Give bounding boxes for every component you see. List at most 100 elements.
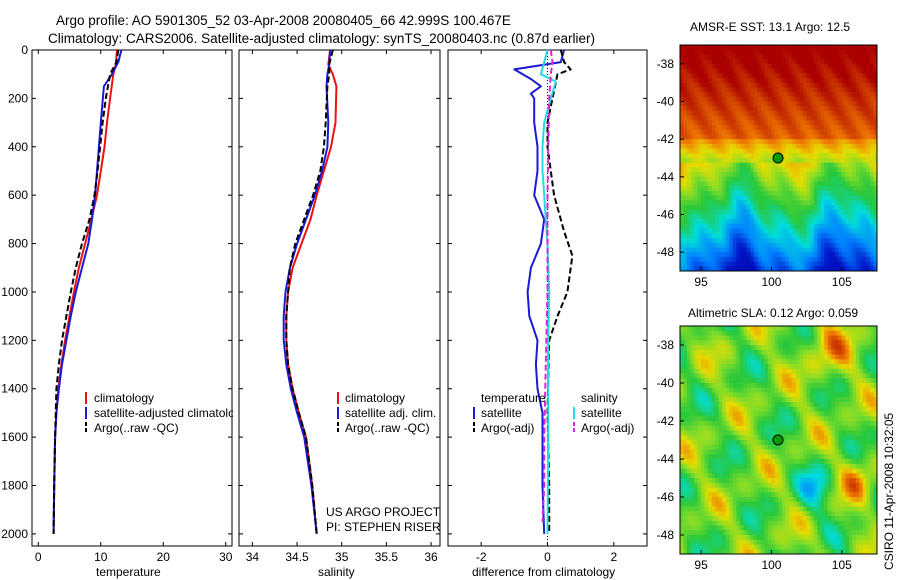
heatmap-cell [866, 63, 871, 70]
heatmap-cell [817, 425, 822, 432]
heatmap-cell [701, 200, 706, 206]
heatmap-cell [820, 387, 825, 394]
heatmap-cell [789, 383, 794, 389]
heatmap-cell [739, 487, 744, 493]
heatmap-cell [767, 54, 772, 60]
heatmap-cell [803, 349, 808, 356]
heatmap-cell [694, 134, 699, 140]
heatmap-cell [760, 256, 765, 263]
heatmap-cell [852, 468, 857, 474]
heatmap-cell [813, 200, 818, 206]
heatmap-cell [845, 402, 850, 408]
heatmap-cell [718, 416, 723, 422]
heatmap-cell [792, 162, 797, 168]
heatmap-cell [841, 223, 846, 230]
heatmap-cell [694, 54, 699, 60]
heatmap-cell [873, 73, 877, 79]
heatmap-cell [820, 383, 825, 389]
heatmap-cell [796, 416, 801, 422]
heatmap-cell [775, 242, 780, 249]
heatmap-cell [704, 261, 709, 267]
heatmap-cell [824, 261, 829, 267]
heatmap-cell [778, 340, 783, 346]
heatmap-cell [862, 383, 867, 389]
heatmap-cell [697, 459, 702, 465]
heatmap-cell [877, 369, 881, 374]
heatmap-cell [753, 238, 758, 244]
heatmap-cell [810, 330, 815, 337]
heatmap-cell [757, 54, 762, 60]
heatmap-cell [718, 440, 723, 446]
heatmap-cell [771, 120, 776, 126]
heatmap-cell [753, 468, 758, 474]
heatmap-cell [848, 68, 853, 74]
heatmap-cell [729, 359, 734, 365]
heatmap-cell [862, 68, 867, 74]
heatmap-cell [817, 349, 822, 356]
heatmap-cell [806, 425, 811, 432]
heatmap-cell [715, 143, 720, 150]
heatmap-cell [817, 359, 822, 365]
heatmap-cell [697, 373, 702, 379]
heatmap-cell [831, 139, 836, 145]
heatmap-cell [796, 449, 801, 455]
heatmap-cell [718, 110, 723, 117]
heatmap-cell [729, 63, 734, 70]
heatmap-cell [845, 148, 850, 154]
heatmap-cell [739, 63, 744, 70]
heatmap-cell [725, 247, 730, 253]
heatmap-cell [690, 158, 695, 164]
heatmap-cell [785, 158, 790, 164]
heatmap-cell [760, 96, 765, 103]
heatmap-cell [775, 430, 780, 436]
heatmap-cell [852, 139, 857, 145]
heatmap-cell [789, 354, 794, 360]
heatmap-cell [852, 411, 857, 417]
heatmap-cell [722, 162, 727, 168]
heatmap-cell [760, 49, 765, 55]
heatmap-cell [736, 162, 741, 168]
heatmap-cell [873, 238, 877, 244]
heatmap-cell [767, 425, 772, 432]
heatmap-cell [746, 176, 751, 183]
heatmap-cell [739, 459, 744, 465]
heatmap-cell [746, 129, 751, 136]
legend-label-satellite-adjusted: satellite-adjusted climatology [94, 406, 247, 420]
heatmap-cell [704, 406, 709, 413]
heatmap-cell [701, 228, 706, 234]
heatmap-cell [866, 378, 871, 384]
heatmap-cell [866, 421, 871, 427]
heatmap-cell [813, 378, 818, 384]
heatmap-cell [687, 63, 692, 70]
heatmap-cell [736, 181, 741, 187]
heatmap-cell [782, 473, 787, 479]
heatmap-cell [711, 349, 716, 356]
heatmap-cell [827, 120, 832, 126]
heatmap-cell [732, 330, 737, 337]
heatmap-cell [838, 54, 843, 60]
heatmap-cell [824, 387, 829, 394]
heatmap-cell [708, 444, 713, 451]
heatmap-cell [803, 228, 808, 234]
heatmap-cell [831, 406, 836, 413]
heatmap-cell [764, 205, 769, 211]
heatmap-cell [796, 68, 801, 74]
heatmap-cell [799, 473, 804, 479]
heatmap-cell [701, 209, 706, 216]
heatmap-cell [732, 368, 737, 375]
heatmap-cell [743, 101, 748, 107]
heatmap-cell [701, 219, 706, 225]
heatmap-cell [718, 158, 723, 164]
heatmap-cell [859, 397, 864, 403]
heatmap-cell [862, 101, 867, 107]
heatmap-cell [785, 125, 790, 131]
heatmap-cell [739, 153, 744, 159]
heatmap-cell [715, 449, 720, 455]
heatmap-cell [775, 463, 780, 470]
heatmap-cell [782, 219, 787, 225]
heatmap-cell [683, 349, 688, 356]
heatmap-cell [855, 392, 860, 398]
heatmap-cell [834, 172, 839, 178]
heatmap-cell [736, 125, 741, 131]
heatmap-cell [803, 425, 808, 432]
